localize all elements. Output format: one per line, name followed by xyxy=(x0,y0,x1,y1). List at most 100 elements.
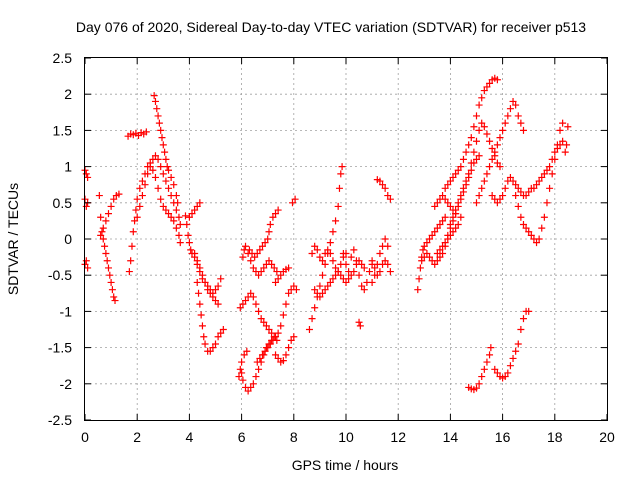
y-tick-label: -2 xyxy=(60,376,73,392)
data-point xyxy=(384,260,392,268)
y-tick-label: -0.5 xyxy=(48,267,72,283)
data-point xyxy=(261,347,269,355)
data-point xyxy=(308,315,316,323)
data-point xyxy=(517,326,525,333)
data-point xyxy=(360,286,368,294)
data-point xyxy=(551,148,559,156)
data-point xyxy=(136,184,144,192)
data-point xyxy=(132,206,140,214)
data-point xyxy=(478,94,486,102)
data-point xyxy=(478,119,486,127)
data-point xyxy=(106,271,114,279)
data-point xyxy=(546,184,554,192)
data-point xyxy=(82,257,90,265)
data-point xyxy=(165,166,173,174)
data-point xyxy=(144,170,152,178)
data-point xyxy=(358,260,366,268)
data-point xyxy=(154,184,162,192)
data-point xyxy=(151,152,159,160)
y-tick-label: 0 xyxy=(64,231,72,247)
data-point xyxy=(501,373,509,381)
x-tick-label: 14 xyxy=(443,429,459,445)
data-point xyxy=(441,184,449,192)
y-tick-labels: -2.5 -2 -1.5 -1 -0.5 0 0.5 1 1.5 2 2.5 xyxy=(48,50,72,428)
x-tick-label: 4 xyxy=(186,429,194,445)
data-point xyxy=(496,195,504,203)
data-point xyxy=(157,126,165,134)
data-point xyxy=(153,105,161,113)
data-point xyxy=(419,246,427,254)
data-point xyxy=(239,253,247,261)
data-point xyxy=(414,286,422,294)
data-point xyxy=(441,195,449,203)
series-arc-f xyxy=(133,152,184,229)
data-point xyxy=(491,148,499,156)
y-tick-label: 2 xyxy=(64,86,72,102)
data-point xyxy=(252,373,260,381)
data-point xyxy=(506,105,514,113)
series-arc-j xyxy=(193,278,227,355)
data-point xyxy=(162,155,170,163)
data-point xyxy=(257,268,265,276)
data-point xyxy=(439,192,447,200)
data-point xyxy=(104,210,112,218)
data-point xyxy=(159,170,167,178)
data-point xyxy=(499,126,507,134)
data-point xyxy=(110,195,118,203)
data-point xyxy=(488,145,496,152)
data-point xyxy=(269,213,277,221)
data-point xyxy=(102,249,110,257)
x-tick-labels: 0 2 4 6 8 10 12 14 16 18 20 xyxy=(81,429,615,445)
data-point xyxy=(329,257,337,265)
data-point xyxy=(459,188,467,196)
series-arc-g xyxy=(150,92,182,207)
data-point xyxy=(209,293,217,301)
data-point xyxy=(501,184,509,192)
data-point xyxy=(146,163,154,171)
data-point xyxy=(251,253,259,261)
data-point xyxy=(305,326,313,333)
series-arc-ad xyxy=(414,213,449,294)
data-point xyxy=(262,322,270,330)
data-point xyxy=(517,188,525,196)
data-point xyxy=(563,141,571,149)
data-point xyxy=(214,333,222,341)
data-point xyxy=(256,354,264,362)
data-point xyxy=(538,173,546,181)
data-point xyxy=(206,347,214,355)
data-point xyxy=(167,213,175,221)
data-point xyxy=(84,264,92,272)
data-point xyxy=(321,260,329,268)
data-point xyxy=(512,181,520,189)
data-point xyxy=(332,264,340,272)
data-point xyxy=(506,362,514,370)
data-point xyxy=(285,344,293,352)
data-points xyxy=(81,74,572,395)
data-point xyxy=(486,163,494,171)
data-point xyxy=(193,257,201,265)
data-point xyxy=(279,311,287,319)
data-point xyxy=(559,137,567,145)
data-point xyxy=(219,326,227,333)
data-point xyxy=(473,384,480,392)
data-point xyxy=(540,170,548,178)
data-point xyxy=(509,97,517,105)
data-point xyxy=(154,155,162,163)
data-point xyxy=(475,126,483,134)
series-arc-an xyxy=(465,344,495,394)
data-point xyxy=(428,231,436,239)
data-point xyxy=(268,260,276,268)
data-point xyxy=(423,239,431,247)
data-point xyxy=(272,351,280,359)
data-point xyxy=(533,181,541,189)
data-point xyxy=(538,224,546,232)
data-point xyxy=(84,173,92,181)
data-point xyxy=(368,278,376,286)
data-point xyxy=(381,235,389,243)
data-point xyxy=(129,228,137,236)
data-point xyxy=(319,257,327,265)
data-point xyxy=(193,202,201,210)
data-point xyxy=(167,173,175,181)
data-point xyxy=(527,231,535,239)
data-point xyxy=(470,159,478,167)
